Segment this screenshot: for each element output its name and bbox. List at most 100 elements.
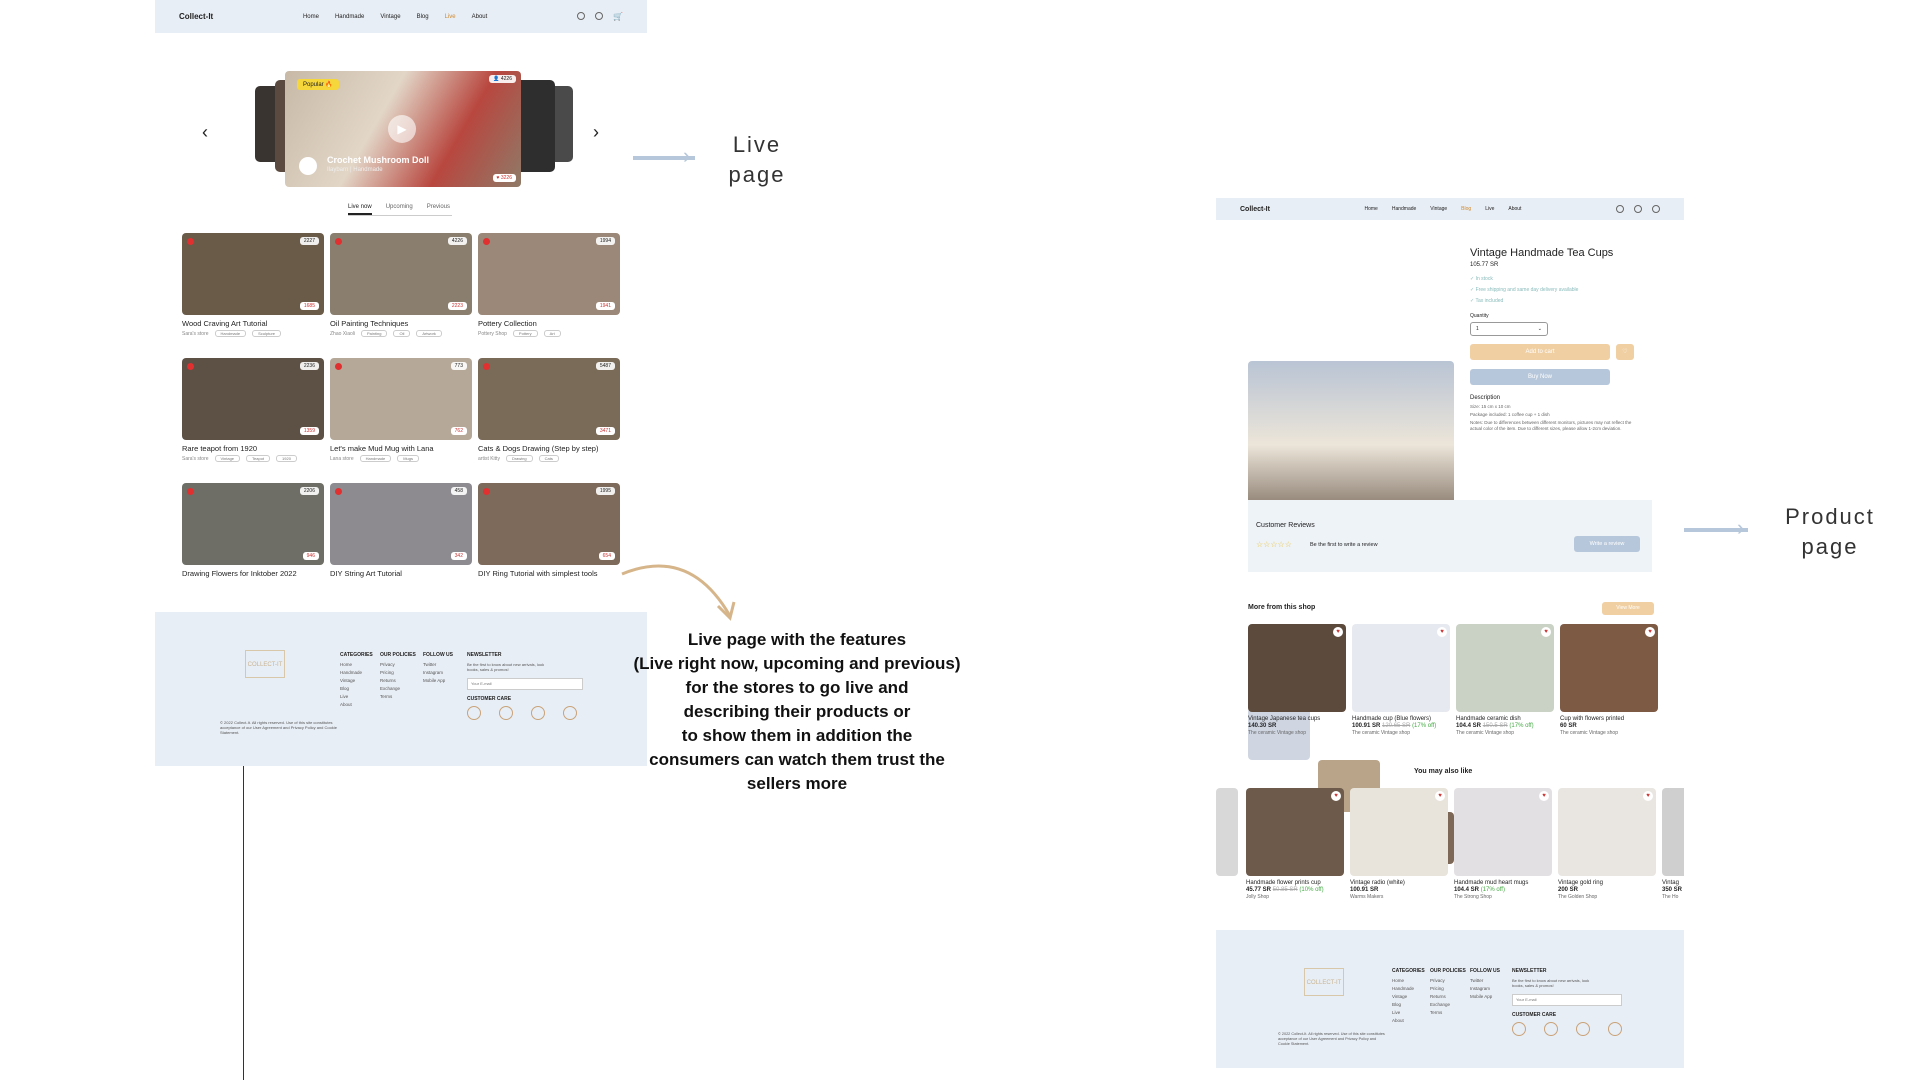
product-tile-shop[interactable]: The ceramic Vintage shop (1352, 730, 1410, 736)
cart-care-icon[interactable] (1512, 1022, 1526, 1036)
footer-link[interactable]: Mobile App (423, 678, 446, 683)
heart-icon[interactable]: ♥ (1435, 791, 1445, 801)
footer-link[interactable]: Vintage (340, 678, 356, 683)
write-review-button[interactable]: Write a review (1574, 536, 1640, 552)
live-card-thumbnail[interactable]: 5487 3471 (478, 358, 620, 440)
product-tile[interactable]: ♥ Cup with flowers printed 60 SR The cerami… (1560, 624, 1658, 736)
footer-link[interactable]: Exchange (380, 686, 401, 691)
product-tile[interactable]: ♥ Vintage radio (white) 100.91 SR Warms Mak… (1350, 788, 1448, 900)
live-card-shop[interactable]: Zhao Xiaoli (330, 330, 356, 337)
product-tile-image[interactable]: ♥ (1558, 788, 1656, 876)
live-card-thumbnail[interactable]: 1995 654 (478, 483, 620, 565)
nav-vintage[interactable]: Vintage (1430, 206, 1448, 212)
product-tile-shop[interactable]: The ceramic Vintage shop (1456, 730, 1514, 736)
nav-live[interactable]: Live (444, 13, 456, 20)
live-card-tag[interactable]: 1920 (276, 455, 297, 462)
nav-handmade[interactable]: Handmade (334, 13, 365, 20)
footer-link[interactable]: Live (340, 694, 349, 699)
cart-icon[interactable] (1651, 205, 1660, 213)
nav-blog[interactable]: Blog (1461, 206, 1472, 212)
product-tile[interactable]: ♥ Handmade ceramic dish 104.4 SR 150.5 SR … (1456, 624, 1554, 736)
product-tile[interactable]: ♥ Vintage gold ring 200 SR The Golden Shop (1558, 788, 1656, 900)
footer-link[interactable]: Blog (340, 686, 350, 691)
hero-live-card[interactable]: Popular 🔥 👤 4226 ▶ Crochet Mushroom Doll… (285, 71, 521, 187)
product-tile-shop[interactable]: Warms Makers (1350, 894, 1384, 900)
nav-home[interactable]: Home (302, 13, 319, 20)
footer-link[interactable]: Privacy (380, 662, 395, 667)
live-card-tag[interactable]: Cats (538, 455, 559, 462)
nav-vintage[interactable]: Vintage (380, 13, 401, 20)
footer-link[interactable]: Mobile App (1470, 994, 1493, 999)
product-tile[interactable]: ♥ Handmade mud heart mugs 104.4 SR (17% of… (1454, 788, 1552, 900)
product-tile[interactable]: ♥ Handmade flower prints cup 45.77 SR 50.8… (1246, 788, 1344, 900)
cart-icon[interactable]: 🛒 (613, 12, 623, 21)
footer-link[interactable]: Vintage (1392, 994, 1408, 999)
live-card-thumbnail[interactable]: 458 342 (330, 483, 472, 565)
live-card-thumbnail[interactable]: 2227 1685 (182, 233, 324, 315)
nav-about[interactable]: About (1508, 206, 1522, 212)
footer-link[interactable]: Handmade (340, 670, 363, 675)
product-tile[interactable]: ♥ Vintage Japanese tea cups 140.30 SR The c… (1248, 624, 1346, 736)
live-card-tag[interactable]: Vintage (214, 455, 241, 462)
product-thumb-1[interactable] (1248, 708, 1310, 760)
live-card[interactable]: 2227 1685 Wood Craving Art Tutorial Sara's … (182, 233, 324, 337)
heart-icon[interactable]: ♥ (1541, 627, 1551, 637)
play-icon[interactable]: ▶ (388, 115, 416, 143)
live-card[interactable]: 1995 654 DIY Ring Tutorial with simplest t… (478, 483, 620, 578)
footer-logo[interactable]: COLLECT-IT (1304, 968, 1344, 996)
product-tile-image[interactable]: ♥ (1456, 624, 1554, 712)
nav-about[interactable]: About (471, 13, 488, 20)
heart-icon[interactable]: ♥ (1333, 627, 1343, 637)
user-icon[interactable] (1633, 205, 1642, 213)
logo[interactable]: Collect-It (179, 12, 214, 21)
live-card[interactable]: 2206 946 Drawing Flowers for Inktober 2022 (182, 483, 324, 578)
footer-link[interactable]: Home (1392, 978, 1405, 983)
view-more-button[interactable]: View More (1602, 602, 1654, 615)
footer-link[interactable]: Exchange (1430, 1002, 1451, 1007)
camera-icon[interactable] (531, 706, 545, 720)
return-icon[interactable] (1544, 1022, 1558, 1036)
product-tile-image[interactable]: ♥ (1248, 624, 1346, 712)
nav-handmade[interactable]: Handmade (1391, 206, 1417, 212)
live-card-tag[interactable]: Drawing (505, 455, 533, 462)
product-tile-image[interactable]: ♥ (1454, 788, 1552, 876)
live-card-tag[interactable]: Pottery (512, 330, 538, 337)
live-card[interactable]: 2236 1359 Rare teapot from 1920 Sara's stor… (182, 358, 324, 462)
footer-link[interactable]: Instagram (1470, 986, 1491, 991)
footer-link[interactable]: About (1392, 1018, 1404, 1023)
footer-link[interactable]: Privacy (1430, 978, 1445, 983)
live-card-tag[interactable]: Sculpture (252, 330, 282, 337)
product-tile-shop[interactable]: The Ho (1662, 894, 1679, 900)
heart-icon[interactable]: ♥ (1645, 627, 1655, 637)
live-card-tag[interactable]: Teapot (246, 455, 271, 462)
heart-icon[interactable]: ♥ (1539, 791, 1549, 801)
footer-link[interactable]: Terms (380, 694, 393, 699)
carousel-prev-button[interactable]: ‹ (202, 122, 208, 142)
footer-link[interactable]: Returns (1430, 994, 1446, 999)
return-icon[interactable] (499, 706, 513, 720)
product-tile-shop[interactable]: Jolly Shop (1246, 894, 1270, 900)
nav-home[interactable]: Home (1364, 206, 1378, 212)
live-card-thumbnail[interactable]: 773 762 (330, 358, 472, 440)
rating-stars[interactable]: ☆☆☆☆☆ (1256, 540, 1292, 549)
live-card-tag[interactable]: Handmade (214, 330, 247, 337)
live-card-thumbnail[interactable]: 1994 1941 (478, 233, 620, 315)
live-card-thumbnail[interactable]: 2236 1359 (182, 358, 324, 440)
tab-upcoming[interactable]: Upcoming (385, 204, 413, 210)
live-card-tag[interactable]: Painting (361, 330, 388, 337)
cart-care-icon[interactable] (467, 706, 481, 720)
tab-live-now[interactable]: Live now (348, 204, 372, 215)
product-tile-image[interactable]: ♥ (1560, 624, 1658, 712)
logo[interactable]: Collect-It (1240, 205, 1270, 213)
heart-icon[interactable]: ♥ (1643, 791, 1653, 801)
help-icon[interactable] (1608, 1022, 1622, 1036)
shop-avatar[interactable] (299, 157, 317, 175)
live-card[interactable]: 773 762 Let's make Mud Mug with Lana Lana s… (330, 358, 472, 462)
carousel-next-button[interactable]: › (593, 122, 599, 142)
footer-link[interactable]: Pricing (380, 670, 394, 675)
footer-link[interactable]: Pricing (1430, 986, 1444, 991)
product-tile-shop[interactable]: The ceramic Vintage shop (1248, 730, 1306, 736)
product-tile-shop[interactable]: The ceramic Vintage shop (1560, 730, 1618, 736)
buy-now-button[interactable]: Buy Now (1470, 369, 1610, 385)
